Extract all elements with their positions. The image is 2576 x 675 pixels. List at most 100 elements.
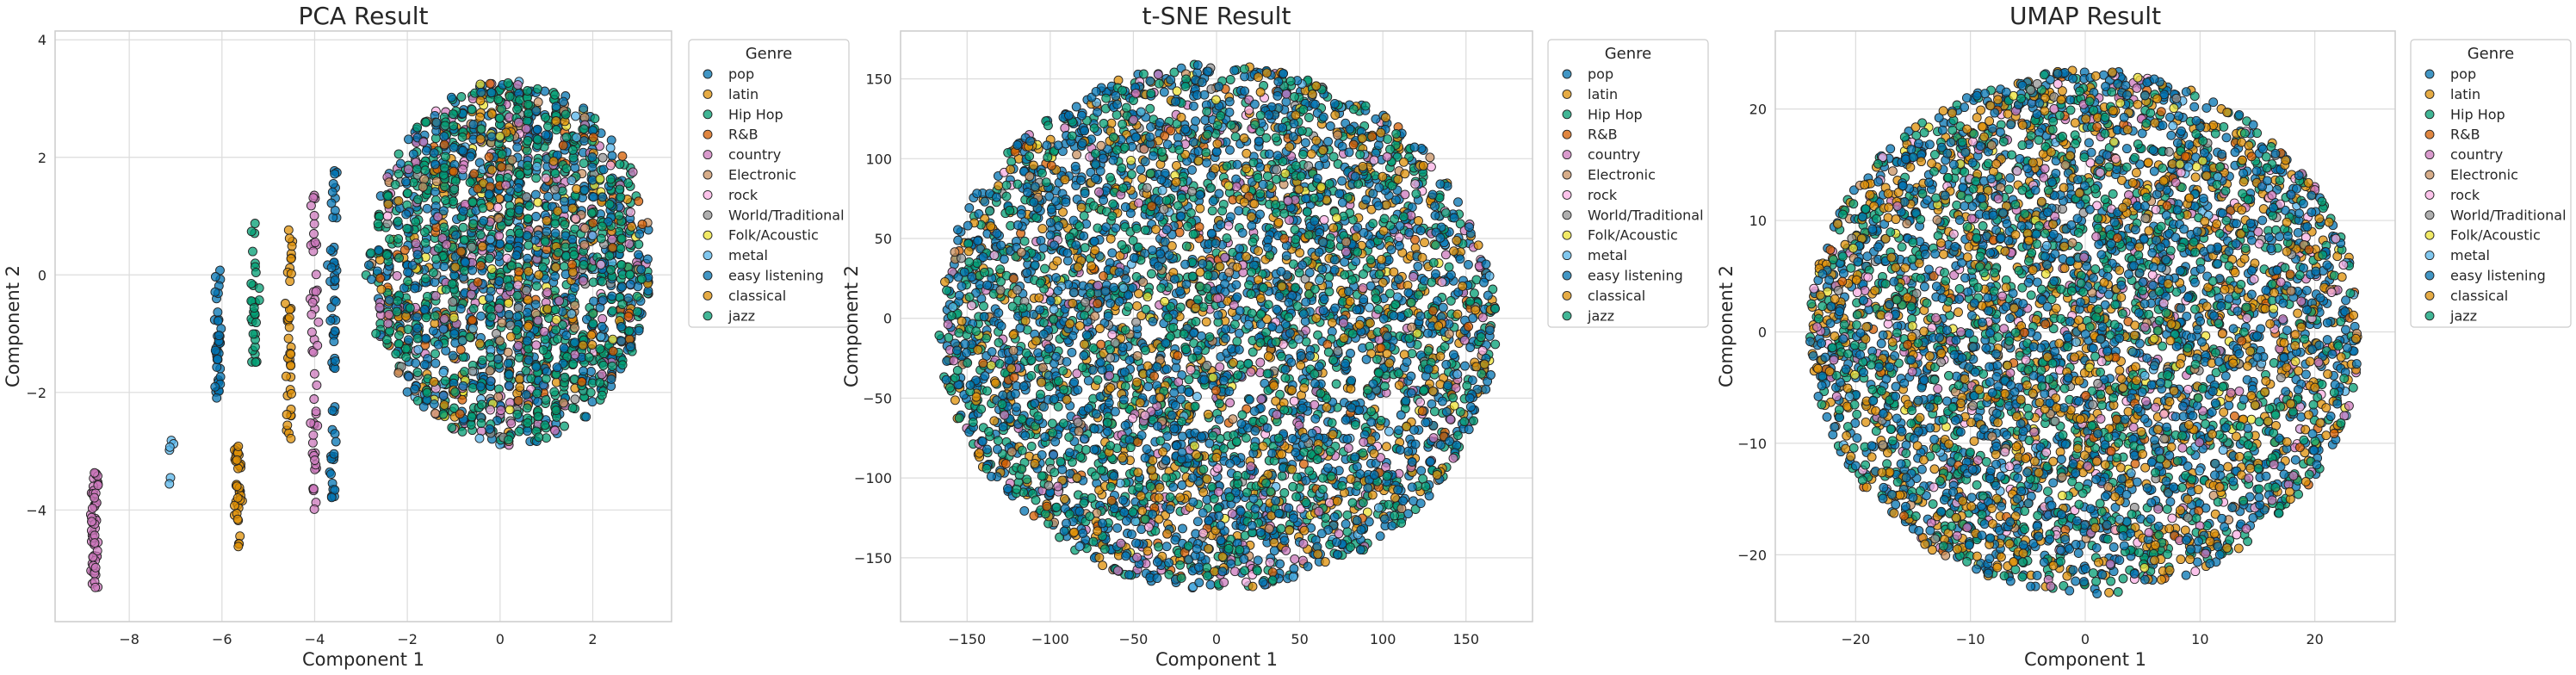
pca-data-point bbox=[311, 406, 321, 417]
pca-data-point bbox=[366, 248, 376, 258]
pca-data-point bbox=[523, 108, 534, 118]
tsne-data-point bbox=[1112, 523, 1123, 533]
pca-data-point bbox=[570, 338, 580, 348]
pca-data-point bbox=[634, 196, 644, 207]
pca-data-point bbox=[627, 221, 637, 232]
pca-data-point bbox=[549, 387, 560, 397]
pca-data-point bbox=[495, 336, 505, 346]
pca-data-point bbox=[384, 294, 394, 305]
pca-legend-marker bbox=[703, 290, 713, 300]
pca-data-point bbox=[439, 399, 449, 410]
pca-data-point bbox=[512, 142, 523, 152]
pca-data-point bbox=[329, 337, 339, 347]
pca-data-point bbox=[439, 139, 449, 150]
pca-data-point bbox=[473, 277, 483, 288]
pca-data-point bbox=[326, 198, 337, 208]
pca-data-point bbox=[431, 117, 442, 127]
pca-data-point bbox=[533, 412, 543, 422]
pca-data-point bbox=[233, 441, 244, 451]
tsne-data-point bbox=[1192, 392, 1202, 402]
pca-data-point bbox=[381, 335, 392, 345]
tsne-data-point bbox=[1170, 535, 1180, 545]
pca-data-point bbox=[551, 125, 561, 135]
pca-data-point bbox=[447, 279, 457, 289]
pca-data-point bbox=[403, 325, 413, 334]
tsne-data-point bbox=[1290, 554, 1300, 564]
tsne-data-point bbox=[1358, 498, 1368, 508]
pca-data-point bbox=[307, 437, 318, 448]
pca-data-point bbox=[438, 324, 449, 334]
tsne-data-point bbox=[974, 448, 984, 458]
pca-data-point bbox=[560, 196, 569, 207]
pca-data-point bbox=[419, 305, 430, 314]
pca-data-point bbox=[309, 229, 319, 238]
pca-data-point bbox=[254, 295, 264, 306]
pca-data-point bbox=[534, 432, 544, 443]
pca-data-point bbox=[588, 308, 598, 319]
pca-data-point bbox=[284, 313, 294, 323]
pca-y-axis-label: Component 2 bbox=[3, 265, 23, 387]
pca-data-point bbox=[313, 317, 324, 327]
tsne-data-point bbox=[1289, 564, 1299, 573]
tsne-data-point bbox=[1132, 300, 1142, 311]
pca-data-point bbox=[541, 130, 551, 140]
pca-data-point bbox=[286, 269, 296, 279]
pca-data-point bbox=[559, 262, 569, 271]
pca-data-point bbox=[475, 261, 486, 271]
pca-data-point bbox=[421, 333, 431, 344]
pca-data-point bbox=[558, 96, 568, 107]
pca-data-point bbox=[616, 322, 626, 331]
pca-data-point bbox=[570, 323, 579, 333]
pca-data-point bbox=[542, 288, 553, 298]
pca-data-point bbox=[554, 296, 564, 306]
pca-data-point bbox=[418, 137, 429, 147]
pca-data-point bbox=[634, 239, 644, 250]
pca-data-point bbox=[328, 178, 338, 189]
pca-data-point bbox=[531, 340, 542, 350]
pca-data-point bbox=[634, 325, 644, 336]
pca-data-point bbox=[287, 388, 296, 399]
pca-data-point bbox=[523, 321, 533, 331]
pca-legend-entry: classical bbox=[728, 288, 786, 304]
pca-data-point bbox=[449, 142, 459, 152]
pca-data-point bbox=[493, 392, 504, 402]
tsne-data-point bbox=[1006, 157, 1017, 167]
tsne-data-point bbox=[1324, 272, 1334, 282]
tsne-data-point bbox=[1275, 389, 1285, 399]
pca-data-point bbox=[455, 409, 465, 419]
pca-data-point bbox=[440, 152, 450, 162]
pca-data-point bbox=[475, 230, 486, 240]
tsne-data-point bbox=[1206, 228, 1217, 238]
pca-data-point bbox=[213, 316, 223, 326]
pca-data-point bbox=[550, 271, 560, 282]
pca-data-point bbox=[542, 226, 552, 237]
pca-data-point bbox=[616, 336, 627, 346]
pca-data-point bbox=[597, 321, 607, 331]
pca-data-point bbox=[440, 195, 450, 205]
tsne-data-point bbox=[1449, 246, 1458, 257]
pca-data-point bbox=[250, 219, 260, 228]
pca-data-point bbox=[522, 192, 531, 202]
pca-data-point bbox=[430, 358, 441, 368]
pca-data-point bbox=[439, 131, 449, 141]
pca-data-point bbox=[407, 260, 418, 270]
pca-data-point bbox=[476, 124, 486, 134]
tsne-data-point bbox=[1373, 304, 1384, 314]
pca-data-point bbox=[233, 542, 244, 552]
pca-data-point bbox=[558, 140, 568, 151]
pca-data-point bbox=[598, 295, 608, 306]
pca-data-point bbox=[542, 304, 553, 314]
pca-data-point bbox=[606, 264, 616, 275]
tsne-data-point bbox=[1019, 381, 1029, 392]
tsne-data-point bbox=[1286, 357, 1297, 368]
pca-legend-marker bbox=[703, 69, 713, 79]
pca-data-point bbox=[474, 433, 485, 443]
tsne-data-point bbox=[1291, 160, 1301, 170]
pca-data-point bbox=[570, 300, 580, 311]
pca-data-point bbox=[540, 420, 550, 430]
pca-data-point bbox=[248, 329, 258, 339]
pca-data-point bbox=[330, 356, 340, 366]
pca-legend-title: Genre bbox=[746, 45, 793, 63]
tsne-data-point bbox=[1342, 434, 1353, 444]
